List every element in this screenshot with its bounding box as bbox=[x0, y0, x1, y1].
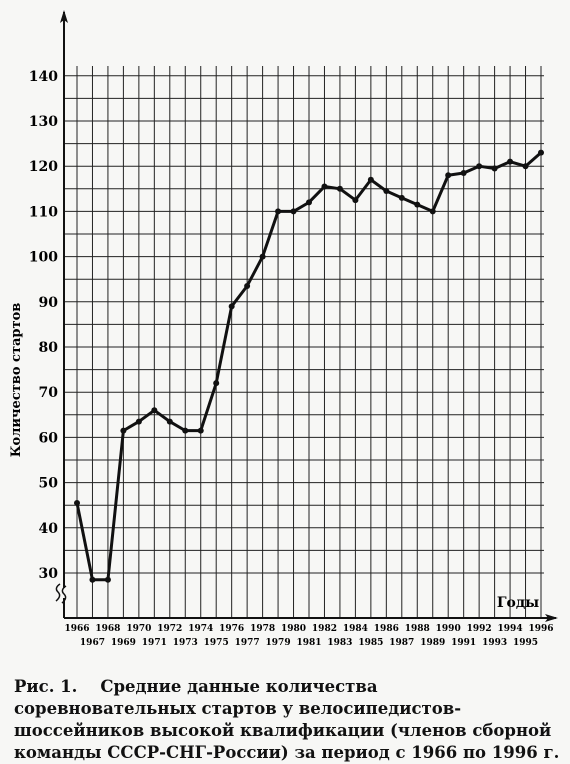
y-tick-label: 140 bbox=[29, 69, 58, 85]
x-tick-label: 1974 bbox=[188, 624, 213, 634]
figure-caption: Рис. 1. Средние данные количества соревн… bbox=[14, 676, 562, 764]
data-point bbox=[398, 194, 405, 201]
x-tick-label: 1979 bbox=[266, 638, 291, 648]
y-tick-label: 80 bbox=[39, 340, 59, 356]
data-point bbox=[476, 163, 483, 170]
data-series bbox=[74, 149, 544, 583]
data-point bbox=[120, 427, 127, 434]
figure-label: Рис. 1. bbox=[14, 677, 78, 696]
x-tick-label: 1971 bbox=[142, 638, 167, 648]
data-point bbox=[538, 149, 544, 156]
data-point bbox=[151, 407, 158, 414]
y-tick-label: 130 bbox=[29, 114, 58, 130]
y-tick-label: 90 bbox=[39, 295, 59, 311]
y-tick-label: 40 bbox=[39, 521, 59, 537]
y-tick-label: 30 bbox=[39, 566, 59, 582]
data-point bbox=[352, 197, 359, 204]
y-tick-label: 100 bbox=[29, 250, 58, 266]
x-tick-label: 1996 bbox=[528, 624, 553, 634]
x-tick-label: 1975 bbox=[204, 638, 229, 648]
y-tick-label: 60 bbox=[39, 430, 59, 446]
data-point bbox=[244, 282, 251, 289]
data-point bbox=[522, 163, 529, 170]
x-tick-label: 1977 bbox=[235, 638, 260, 648]
data-point bbox=[89, 576, 96, 583]
x-tick-label: 1989 bbox=[420, 638, 445, 648]
data-point bbox=[429, 208, 436, 215]
x-tick-label: 1992 bbox=[467, 624, 492, 634]
x-tick-label: 1988 bbox=[405, 624, 430, 634]
x-tick-label: 1990 bbox=[436, 624, 461, 634]
x-tick-label: 1978 bbox=[250, 624, 275, 634]
data-point bbox=[135, 418, 142, 425]
x-tick-label: 1993 bbox=[482, 638, 507, 648]
x-axis-label: Годы bbox=[497, 595, 539, 611]
data-point bbox=[182, 427, 189, 434]
y-tick-label: 120 bbox=[29, 159, 58, 175]
data-point bbox=[228, 303, 235, 310]
data-point bbox=[414, 201, 421, 208]
x-tick-label: 1976 bbox=[219, 624, 244, 634]
data-point bbox=[74, 499, 80, 506]
data-point bbox=[259, 253, 266, 260]
x-tick-label: 1968 bbox=[95, 624, 120, 634]
y-tick-labels: 30 40 50 60 70 80 90 100 110 120 130 140 bbox=[29, 69, 58, 582]
data-point bbox=[507, 158, 514, 165]
data-point bbox=[367, 176, 374, 183]
chart-axes bbox=[55, 10, 558, 622]
x-tick-label: 1967 bbox=[80, 638, 105, 648]
data-point bbox=[104, 576, 111, 583]
x-tick-label: 1986 bbox=[374, 624, 399, 634]
y-tick-label: 70 bbox=[39, 385, 59, 401]
data-point bbox=[321, 183, 328, 190]
data-point bbox=[197, 427, 204, 434]
x-tick-label: 1966 bbox=[64, 624, 89, 634]
x-tick-label: 1980 bbox=[281, 624, 306, 634]
axis-break-mark bbox=[55, 583, 61, 602]
chart-grid bbox=[64, 66, 544, 618]
x-tick-label: 1973 bbox=[173, 638, 198, 648]
y-tick-label: 50 bbox=[39, 476, 59, 492]
x-tick-label: 1972 bbox=[157, 624, 182, 634]
axis-break-mark bbox=[61, 585, 67, 604]
data-point bbox=[491, 165, 498, 172]
data-point bbox=[383, 188, 390, 195]
data-point bbox=[290, 208, 297, 215]
x-tick-label: 1995 bbox=[513, 638, 538, 648]
x-tick-label: 1985 bbox=[358, 638, 383, 648]
data-point bbox=[213, 380, 220, 387]
data-point bbox=[336, 185, 343, 192]
data-point bbox=[275, 208, 282, 215]
x-tick-labels: 1966 1968 1970 1972 1974 1976 1978 1980 1982 1984… bbox=[64, 624, 553, 648]
data-point bbox=[166, 418, 173, 425]
x-tick-label: 1994 bbox=[498, 624, 523, 634]
x-tick-label: 1981 bbox=[296, 638, 321, 648]
x-tick-label: 1987 bbox=[389, 638, 414, 648]
data-point bbox=[445, 172, 452, 179]
y-tick-label: 110 bbox=[29, 204, 58, 220]
y-axis-label: Количество стартов bbox=[9, 303, 24, 458]
x-tick-label: 1969 bbox=[111, 638, 136, 648]
figure-caption-text: Средние данные количества соревновательн… bbox=[14, 677, 560, 762]
data-point bbox=[306, 199, 312, 206]
x-tick-label: 1991 bbox=[451, 638, 476, 648]
data-point bbox=[460, 169, 467, 176]
x-tick-label: 1982 bbox=[312, 624, 337, 634]
x-tick-label: 1970 bbox=[126, 624, 151, 634]
x-tick-label: 1984 bbox=[343, 624, 368, 634]
x-tick-label: 1983 bbox=[327, 638, 352, 648]
